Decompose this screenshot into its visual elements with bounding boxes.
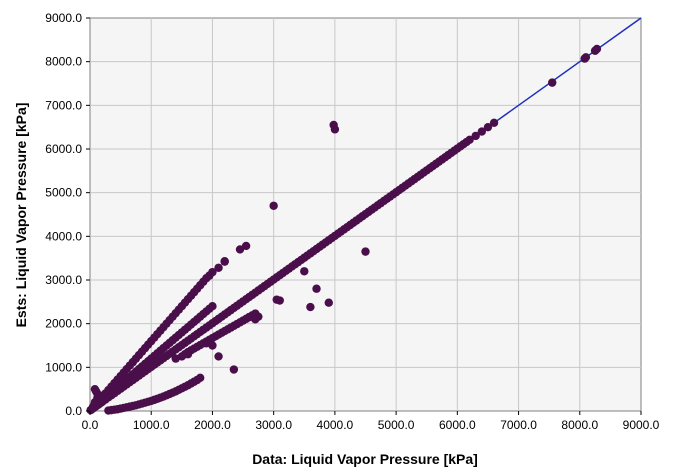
- data-point: [208, 267, 217, 277]
- data-point: [581, 53, 591, 62]
- data-point: [241, 241, 251, 251]
- data-point: [312, 284, 321, 293]
- x-tick-label: 0.0: [82, 418, 99, 432]
- data-point: [214, 352, 223, 361]
- x-tick-label: 3000.0: [255, 418, 292, 432]
- y-tick-label: 9000.0: [45, 11, 82, 25]
- y-axis-ticks: 0.0 1000.0 2000.0 3000.0 4000.0 5000.0 6000.0 7…: [45, 11, 90, 418]
- data-point: [361, 247, 370, 256]
- data-point: [471, 131, 480, 141]
- y-tick-label: 3000.0: [45, 273, 82, 287]
- x-tick-label: 9000.0: [623, 418, 660, 432]
- y-axis-title: Ests: Liquid Vapor Pressure [kPa]: [13, 103, 29, 328]
- y-tick-label: 0.0: [65, 404, 82, 418]
- y-tick-label: 1000.0: [45, 360, 82, 374]
- y-tick-label: 4000.0: [45, 229, 82, 243]
- x-axis-title: Data: Liquid Vapor Pressure [kPa]: [252, 451, 478, 467]
- data-point: [300, 267, 309, 276]
- y-tick-label: 7000.0: [45, 98, 82, 112]
- x-tick-label: 2000.0: [194, 418, 231, 432]
- data-point: [548, 78, 557, 87]
- data-point: [208, 341, 217, 350]
- data-point: [254, 312, 263, 321]
- data-point: [183, 350, 193, 359]
- data-point: [275, 296, 284, 305]
- y-tick-label: 8000.0: [45, 55, 82, 69]
- data-point: [489, 118, 499, 128]
- y-tick-label: 5000.0: [45, 186, 82, 200]
- x-tick-label: 4000.0: [317, 418, 354, 432]
- data-point: [235, 245, 245, 254]
- data-point: [477, 127, 487, 136]
- x-axis-ticks: 0.0 1000.0 2000.0 3000.0 4000.0 5000.0 6000.0 7…: [82, 411, 660, 432]
- x-tick-label: 6000.0: [439, 418, 476, 432]
- x-tick-label: 1000.0: [133, 418, 170, 432]
- data-point: [324, 298, 333, 307]
- data-point: [94, 391, 104, 400]
- y-tick-label: 6000.0: [45, 142, 82, 156]
- data-point: [330, 125, 340, 134]
- data-point: [306, 302, 315, 312]
- x-tick-label: 5000.0: [378, 418, 415, 432]
- data-point: [465, 135, 474, 145]
- y-tick-label: 2000.0: [45, 317, 82, 331]
- data-point: [208, 302, 217, 311]
- data-point: [220, 257, 229, 266]
- data-point: [269, 201, 278, 210]
- x-tick-label: 8000.0: [561, 418, 598, 432]
- data-point: [171, 354, 180, 363]
- x-tick-label: 7000.0: [500, 418, 537, 432]
- data-point: [592, 44, 602, 54]
- data-point: [214, 263, 223, 272]
- data-point: [483, 122, 493, 132]
- data-points: [86, 44, 602, 415]
- data-point: [196, 373, 205, 383]
- data-point: [229, 365, 239, 374]
